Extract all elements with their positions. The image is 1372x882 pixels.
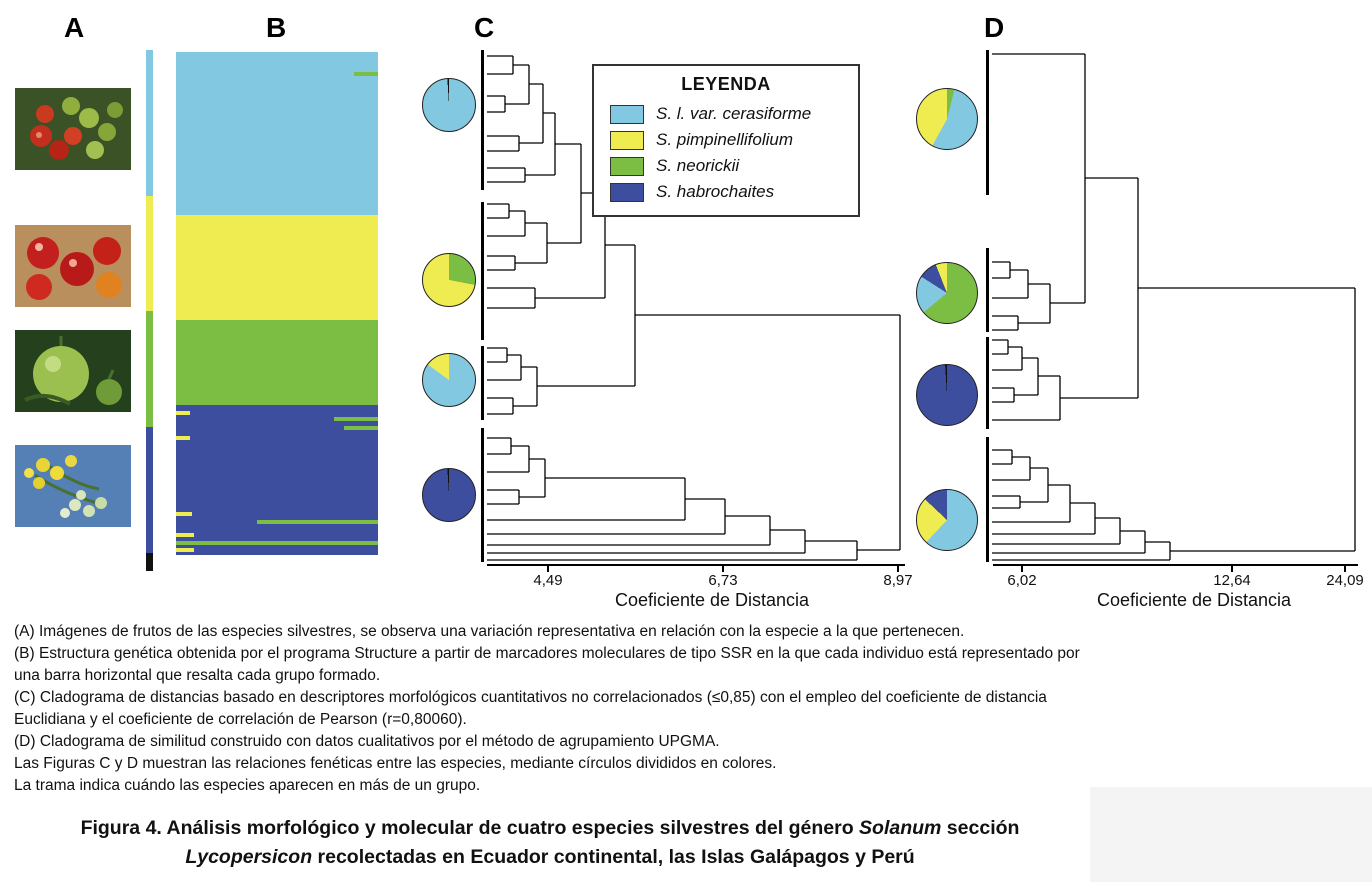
axis-d-tick-label-2: 12,64 — [1213, 572, 1251, 589]
pie-d-group1 — [916, 88, 978, 150]
blank-area — [1090, 787, 1372, 882]
pie-d-group4 — [916, 489, 978, 551]
axis-d-tick-1 — [1021, 566, 1023, 572]
admixture-mark — [176, 512, 193, 517]
legend-row-pimpinellifolium: S. pimpinellifolium — [594, 127, 858, 153]
legend-title: LEYENDA — [681, 74, 771, 94]
figure-captions: (A) Imágenes de frutos de las especies s… — [14, 621, 1089, 797]
neorickii-range — [146, 311, 153, 428]
panel-a-label: A — [64, 12, 85, 43]
legend-row-neorickii: S. neorickii — [594, 153, 858, 179]
S. pimpinellifolium — [176, 214, 378, 321]
axis-c-tick-2 — [722, 566, 724, 572]
section-name: Lycopersicon — [185, 846, 313, 869]
genus-name: Solanum — [859, 817, 942, 839]
caption-c: (C) Cladograma de distancias basado en d… — [14, 689, 1047, 728]
pimpinellifolium-swatch — [610, 130, 644, 150]
pie-c-habrochaites — [422, 468, 476, 522]
caption-d: (D) Cladograma de similitud construido c… — [14, 733, 720, 750]
pimpinellifolium-range — [146, 195, 153, 312]
axis-c-tick-label-2: 6,73 — [708, 572, 738, 589]
panel-b-label: B — [266, 12, 287, 43]
caption-a: (A) Imágenes de frutos de las especies s… — [14, 623, 965, 640]
figure-title-label: Figura 4. — [80, 817, 162, 839]
admixture-mark — [176, 435, 191, 440]
species-strip — [146, 50, 153, 571]
axis-d-tick-2 — [1231, 566, 1233, 572]
pie-c-cerasiforme — [422, 78, 476, 132]
admixture-mark — [343, 425, 378, 430]
cherry-tomatoes-photo — [15, 88, 131, 170]
S. l. var. cerasiforme — [176, 52, 378, 215]
axis-c-tick-3 — [897, 566, 899, 572]
pie-c-pimpinellifolium — [422, 253, 476, 307]
legend-label: S. pimpinellifolium — [656, 130, 793, 149]
cluster-bracket-d1 — [986, 50, 989, 195]
structure-plot — [176, 52, 378, 555]
admixture-mark — [353, 72, 378, 77]
panel-c-label: C — [474, 12, 495, 43]
admixture-mark — [176, 532, 195, 537]
axis-c-tick-1 — [547, 566, 549, 572]
end-cap — [146, 553, 153, 571]
neorickii-swatch — [610, 156, 644, 176]
habrochaites-swatch — [610, 182, 644, 202]
axis-c-tick-label-3: 8,97 — [883, 572, 913, 589]
legend: LEYENDA S. l. var. cerasiforme S. pimpin… — [592, 64, 860, 217]
admixture-mark — [333, 416, 378, 421]
admixture-mark — [256, 519, 378, 524]
axis-d-tick-3 — [1344, 566, 1346, 572]
cluster-bracket-c1 — [481, 50, 484, 190]
cluster-bracket-c2 — [481, 202, 484, 340]
admixture-mark — [176, 410, 191, 415]
axis-d-title: Coeficiente de Distancia — [1096, 590, 1292, 610]
axis-d-line — [993, 564, 1358, 566]
cluster-bracket-d3 — [986, 337, 989, 429]
cladogram-d — [992, 53, 1356, 561]
cerasiforme-swatch — [610, 104, 644, 124]
pie-d-group2 — [916, 262, 978, 324]
caption-cd-note: Las Figuras C y D muestran las relacione… — [14, 755, 777, 772]
S. habrochaites — [176, 405, 378, 555]
cluster-bracket-c3 — [481, 346, 484, 420]
axis-c-title: Coeficiente de Distancia — [614, 590, 810, 610]
pie-d-group3 — [916, 364, 978, 426]
legend-row-habrochaites: S. habrochaites — [594, 179, 858, 205]
legend-label: S. habrochaites — [656, 182, 775, 201]
S. neorickii — [176, 320, 378, 406]
cluster-bracket-d2 — [986, 248, 989, 332]
pie-c-neorickii — [422, 353, 476, 407]
axis-d-tick-label-1: 6,02 — [1007, 572, 1037, 589]
panel-d-label: D — [984, 12, 1005, 43]
cladogram-c — [487, 55, 901, 561]
legend-row-cerasiforme: S. l. var. cerasiforme — [594, 101, 858, 127]
axis-c-line — [487, 564, 905, 566]
admixture-mark — [176, 540, 378, 545]
legend-label: S. neorickii — [656, 156, 740, 175]
axis-c-tick-label-1: 4,49 — [533, 572, 563, 589]
caption-b: (B) Estructura genética obtenida por el … — [14, 645, 1080, 684]
legend-label: S. l. var. cerasiforme — [656, 104, 812, 123]
axis-d-tick-label-3: 24,09 — [1326, 572, 1364, 589]
cluster-bracket-c4 — [481, 428, 484, 562]
cluster-bracket-d4 — [986, 437, 989, 562]
yellow-flowers-photo — [15, 445, 131, 527]
figure-title: Figura 4. Análisis morfológico y molecul… — [80, 817, 1020, 869]
caption-trama-note: La trama indica cuándo las especies apar… — [14, 777, 481, 794]
cerasiforme-range — [146, 50, 153, 196]
green-fruit-photo — [15, 330, 131, 412]
red-tomatoes-photo — [15, 225, 131, 307]
admixture-mark — [176, 548, 195, 553]
habrochaites-range — [146, 427, 153, 554]
